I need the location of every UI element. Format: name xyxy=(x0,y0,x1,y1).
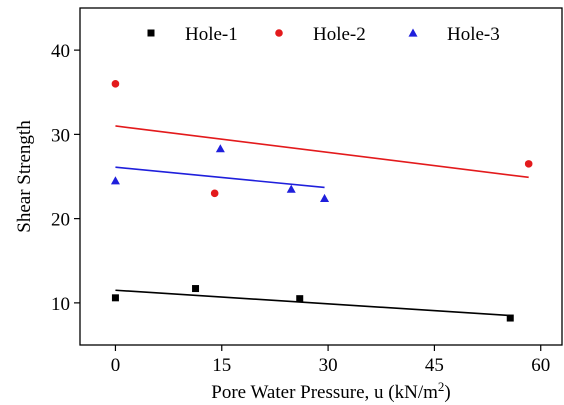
x-tick-label: 15 xyxy=(212,355,231,376)
data-point-hole-2 xyxy=(210,189,219,198)
axes: 0 15 30 45 60 10 20 30 40 xyxy=(51,7,563,376)
data-point-hole-1 xyxy=(296,295,304,303)
fit-line-hole-3 xyxy=(115,166,325,189)
x-tick-label: 45 xyxy=(425,355,444,376)
legend-marker-hole-2 xyxy=(275,29,283,37)
y-tick-label: 30 xyxy=(51,125,70,146)
x-tick-label: 0 xyxy=(111,355,121,376)
data-point-hole-1 xyxy=(192,285,200,293)
data-points xyxy=(110,80,533,322)
y-axis-title: Shear Strength xyxy=(14,120,35,233)
y-tick-label: 40 xyxy=(51,41,70,62)
data-point-hole-3 xyxy=(110,176,120,185)
data-point-hole-3 xyxy=(320,193,330,203)
data-point-hole-3 xyxy=(215,144,225,153)
data-point-hole-2 xyxy=(524,160,533,168)
legend-label-hole-2: Hole-2 xyxy=(313,24,366,45)
data-point-hole-2 xyxy=(111,80,120,88)
x-tick-label: 30 xyxy=(319,355,338,376)
legend-marker-hole-1 xyxy=(147,29,155,37)
legend: Hole-1 Hole-2 Hole-3 xyxy=(147,24,500,45)
data-point-hole-3 xyxy=(286,184,296,193)
fit-lines xyxy=(115,125,529,317)
legend-label-hole-1: Hole-1 xyxy=(185,24,238,45)
data-point-hole-1 xyxy=(506,314,514,322)
legend-marker-hole-3 xyxy=(408,28,418,37)
x-axis-title: Pore Water Pressure, u (kN/m2) xyxy=(211,379,450,404)
fit-line-hole-2 xyxy=(115,125,529,179)
data-point-hole-1 xyxy=(111,294,119,302)
y-tick-label: 20 xyxy=(51,210,70,231)
legend-label-hole-3: Hole-3 xyxy=(447,24,500,45)
fit-line-hole-1 xyxy=(115,289,511,317)
plot-frame xyxy=(79,7,563,346)
x-tick-label: 60 xyxy=(531,355,550,376)
y-tick-label: 10 xyxy=(51,294,70,315)
